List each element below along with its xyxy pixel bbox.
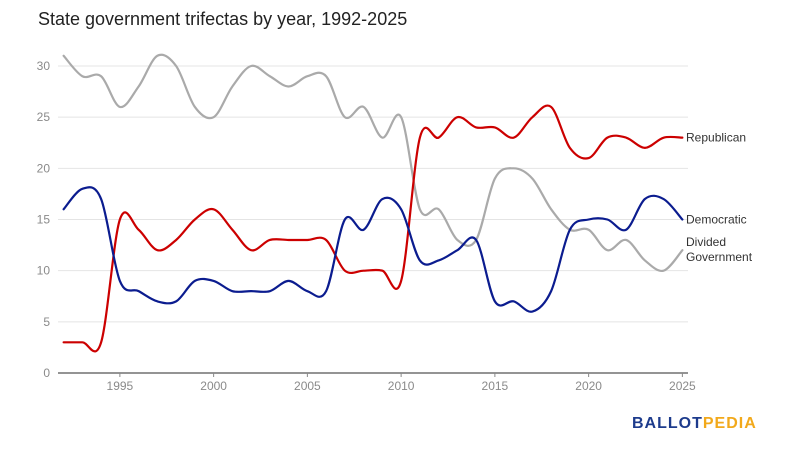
x-axis-ticks: 1995 2000 2005 2010 2015 2020 2025 [107, 373, 696, 393]
ballotpedia-logo: BALLOTPEDIA [632, 415, 757, 433]
chart-title: State government trifectas by year, 1992… [38, 9, 408, 29]
series-label-democratic: Democratic [686, 213, 747, 227]
y-tick-label: 25 [37, 110, 51, 124]
y-tick-label: 0 [43, 366, 50, 380]
series-line-republican [62, 104, 684, 353]
series-line-democratic [62, 186, 684, 313]
y-tick-label: 15 [37, 213, 51, 227]
series-labels: Republican Democratic Divided Government [686, 131, 753, 265]
y-tick-label: 5 [43, 315, 50, 329]
x-tick-label: 1995 [107, 379, 134, 393]
x-tick-label: 2010 [388, 379, 415, 393]
x-tick-label: 2025 [669, 379, 696, 393]
series-label-republican: Republican [686, 131, 746, 145]
logo-part-pedia: PEDIA [702, 415, 757, 432]
series-lines [62, 53, 684, 353]
y-tick-label: 30 [37, 59, 51, 73]
x-tick-label: 2005 [294, 379, 321, 393]
y-tick-label: 20 [37, 161, 51, 175]
x-tick-label: 2015 [482, 379, 509, 393]
y-axis-ticks: 0 5 10 15 20 25 30 [37, 59, 51, 380]
y-tick-label: 10 [37, 264, 51, 278]
series-label-divided: Divided Government [686, 235, 753, 264]
series-line-divided [62, 53, 684, 273]
x-tick-label: 2020 [575, 379, 602, 393]
x-tick-label: 2000 [200, 379, 227, 393]
logo-part-ballot: BALLOT [632, 415, 703, 432]
